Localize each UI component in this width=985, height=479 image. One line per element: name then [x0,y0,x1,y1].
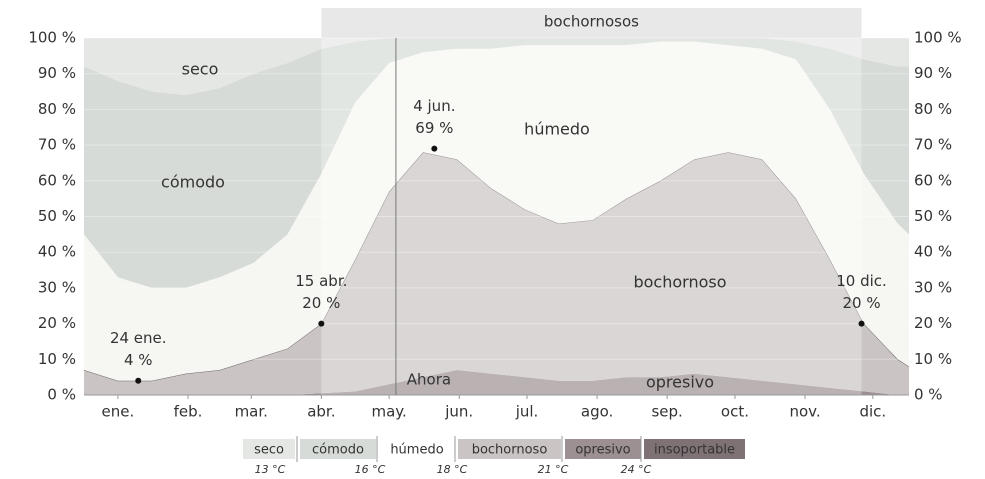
region-label: húmedo [524,120,590,139]
y2-tick-label: 30 % [914,278,952,296]
x-tick-label: sep. [651,403,682,421]
legend-swatch [380,439,454,459]
y2-tick-label: 20 % [914,314,952,332]
region-label: bochornoso [633,273,726,292]
region-label: opresivo [646,373,714,392]
x-tick-label: oct. [721,403,749,421]
annotation-label: 24 ene. [110,329,167,347]
annotation-point [858,320,865,327]
x-tick-label: feb. [174,403,203,421]
y2-tick-label: 90 % [914,64,952,82]
legend-threshold: 18 °C [437,463,468,476]
y-tick-label: 0 % [47,386,76,404]
legend-label: insoportable [654,443,735,458]
y2-tick-label: 70 % [914,136,952,154]
muggy-period-label: bochornosos [544,13,639,31]
y-tick-label: 100 % [28,29,76,47]
y-tick-label: 60 % [38,171,76,189]
legend-swatch [243,439,295,459]
y-tick-label: 80 % [38,100,76,118]
y2-tick-label: 10 % [914,350,952,368]
x-tick-label: jul. [515,403,539,421]
x-tick-label: ago. [581,403,613,421]
y2-tick-label: 40 % [914,243,952,261]
legend-label: bochornoso [472,443,548,458]
annotation-point [318,320,325,327]
x-tick-label: may. [371,403,406,421]
annotation-label: 15 abr. [295,272,347,290]
y2-tick-label: 50 % [914,207,952,225]
legend-threshold: 21 °C [538,463,569,476]
legend-label: opresivo [575,443,630,458]
x-tick-label: nov. [789,403,820,421]
y2-tick-label: 80 % [914,100,952,118]
muggy-period-overlay [321,38,862,395]
area [84,152,909,395]
area [84,370,909,395]
now-label: Ahora [407,371,451,389]
region-label: cómodo [161,173,225,192]
annotation-point [431,145,438,152]
x-tick-label: abr. [307,403,335,421]
y-tick-label: 30 % [38,278,76,296]
y2-tick-label: 0 % [914,386,943,404]
legend-threshold: 13 °C [255,463,286,476]
annotation-point [135,377,142,384]
area [84,38,909,96]
x-tick-label: jun. [444,403,473,421]
annotation-label: 10 dic. [836,272,887,290]
legend-threshold: 24 °C [621,463,652,476]
y2-tick-label: 60 % [914,171,952,189]
annotation-value: 20 % [842,294,880,312]
annotation-value: 20 % [302,294,340,312]
legend-swatch [565,439,641,459]
x-tick-label: mar. [235,403,268,421]
y-tick-label: 10 % [38,350,76,368]
annotation-label: 4 jun. [413,97,455,115]
annotation-value: 69 % [415,119,453,137]
legend-swatch [300,439,376,459]
legend-swatch [458,439,561,459]
region-label: seco [182,60,219,79]
x-tick-label: ene. [102,403,135,421]
y-tick-label: 20 % [38,314,76,332]
y-tick-label: 50 % [38,207,76,225]
muggy-period-band [321,8,862,38]
x-tick-label: dic. [859,403,886,421]
area [84,38,909,288]
legend-label: húmedo [390,443,443,458]
legend-swatch [644,439,745,459]
area [84,41,909,381]
legend-label: seco [254,443,284,458]
legend-label: cómodo [312,443,364,458]
y-tick-label: 40 % [38,243,76,261]
annotation-value: 4 % [124,351,153,369]
y2-tick-label: 100 % [914,29,962,47]
y-tick-label: 70 % [38,136,76,154]
legend-threshold: 16 °C [355,463,386,476]
y-tick-label: 90 % [38,64,76,82]
